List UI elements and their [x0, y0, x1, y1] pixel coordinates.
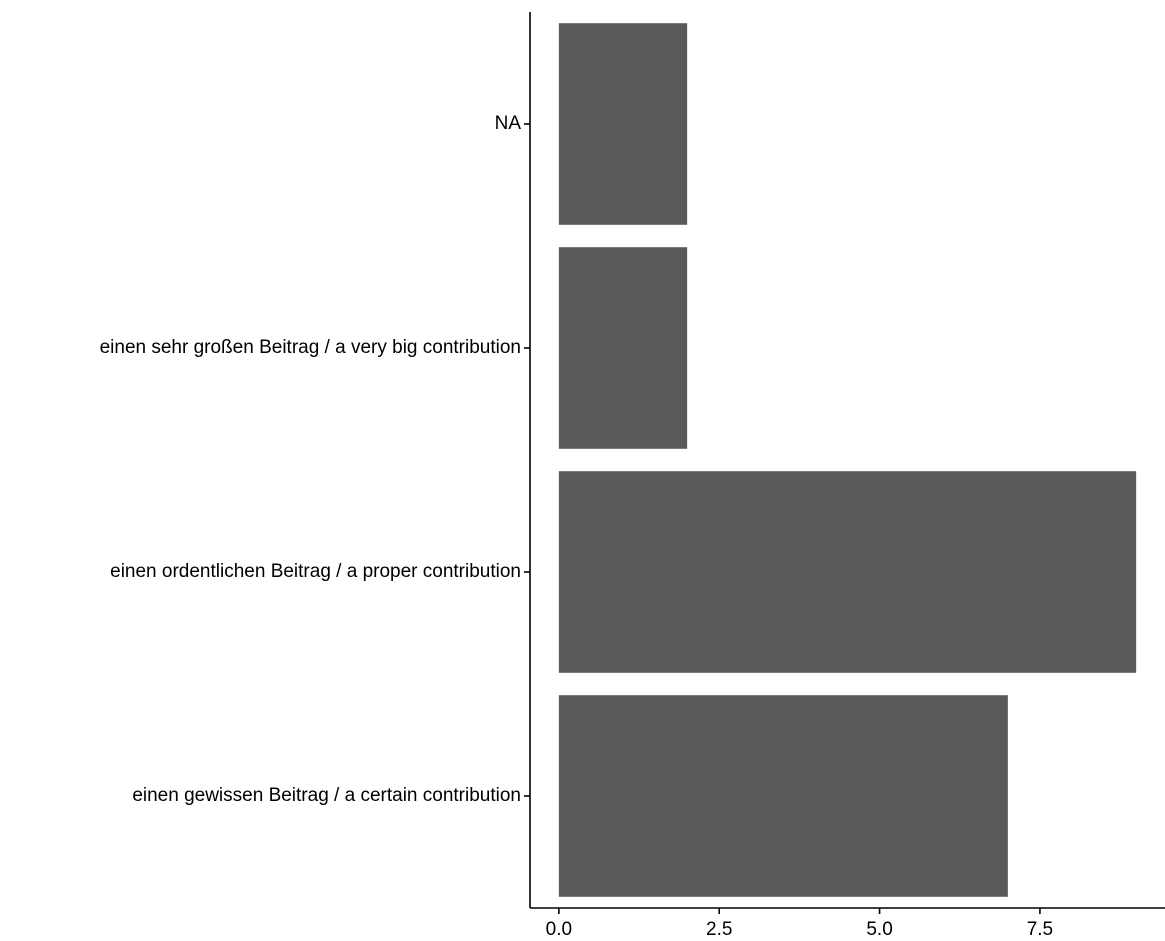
- bar-1: [558, 247, 688, 449]
- bar-0: [558, 23, 688, 225]
- x-axis-ticks: 0.0 2.5 5.0 7.5: [546, 908, 1053, 940]
- y-tick-label-2: einen ordentlichen Beitrag / a proper co…: [110, 561, 521, 582]
- x-tick-label-3: 7.5: [1027, 919, 1053, 940]
- y-tick-label-0: NA: [495, 113, 522, 134]
- y-tick-label-1: einen sehr großen Beitrag / a very big c…: [100, 337, 521, 358]
- y-axis-ticks: NA einen sehr großen Beitrag / a very big…: [100, 113, 530, 806]
- bar-3: [558, 695, 1008, 897]
- x-tick-label-1: 2.5: [706, 919, 732, 940]
- bars-group: [558, 23, 1137, 897]
- x-tick-label-2: 5.0: [866, 919, 892, 940]
- x-tick-label-0: 0.0: [546, 919, 572, 940]
- bar-2: [558, 471, 1137, 673]
- y-tick-label-3: einen gewissen Beitrag / a certain contr…: [132, 785, 521, 806]
